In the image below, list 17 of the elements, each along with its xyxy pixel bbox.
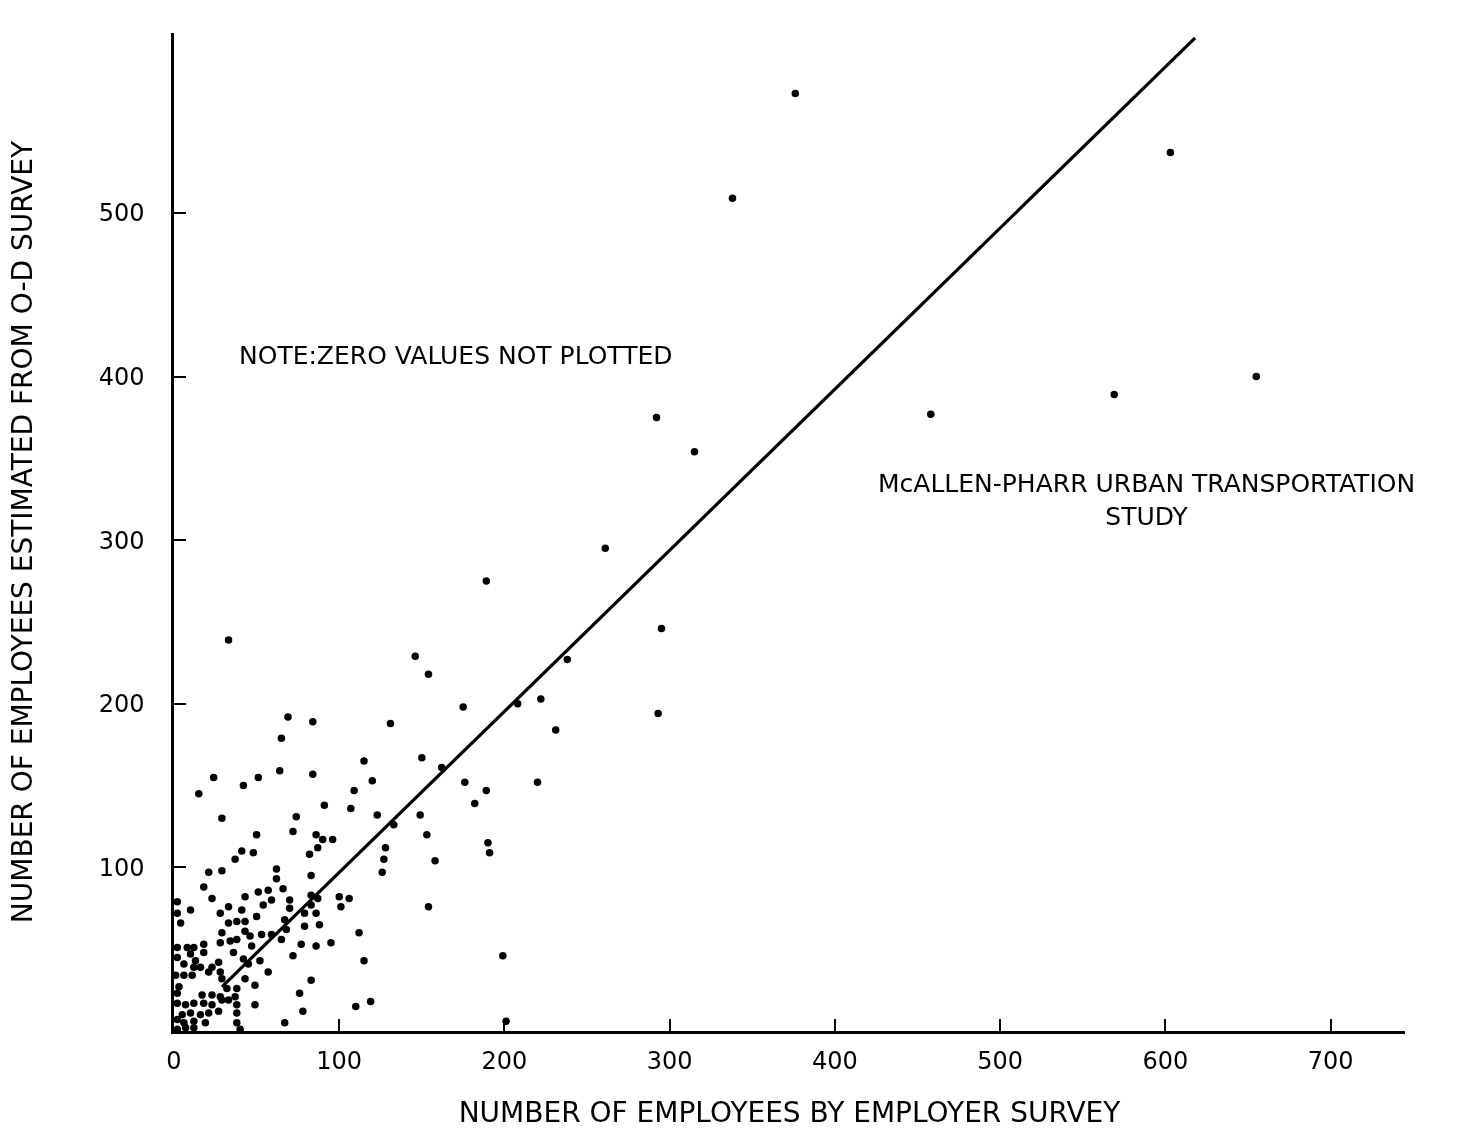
x-tick-label: 700 <box>1307 1046 1354 1075</box>
y-tick-label: 200 <box>98 690 145 719</box>
y-tick-label: 100 <box>98 853 145 882</box>
y-tick-label: 300 <box>98 526 145 555</box>
x-tick-label: 500 <box>977 1046 1024 1075</box>
annotation: NOTE:ZERO VALUES NOT PLOTTED <box>239 341 673 370</box>
y-tick-label: 500 <box>98 199 145 228</box>
x-tick-label: 0 <box>166 1046 182 1075</box>
x-tick-label: 100 <box>316 1046 363 1075</box>
x-tick-label: 200 <box>481 1046 528 1075</box>
x-tick-label: 400 <box>812 1046 858 1075</box>
x-tick-label: 600 <box>1142 1046 1189 1075</box>
x-axis-title: NUMBER OF EMPLOYEES BY EMPLOYER SURVEY <box>458 1096 1122 1129</box>
y-axis-title: NUMBER OF EMPLOYEES ESTIMATED FROM O-D SURVEY <box>6 139 40 924</box>
y-tick-label: 400 <box>98 362 145 391</box>
x-tick-label: 300 <box>646 1046 693 1075</box>
annotation: McALLEN-PHARR URBAN TRANSPORTATION STUDY <box>878 469 1416 531</box>
